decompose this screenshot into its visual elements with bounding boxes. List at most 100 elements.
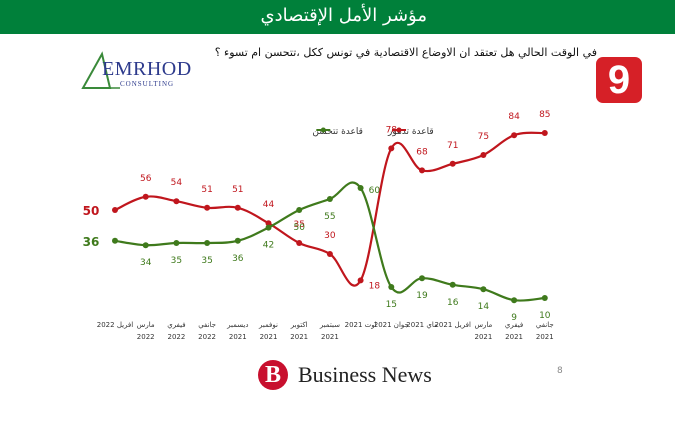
data-label: 55 [324, 212, 335, 222]
business-news-mark: B [258, 360, 288, 390]
series-2-point-6 [265, 224, 272, 231]
series-1-point-13 [480, 152, 487, 158]
x-tick-label: 2021 [260, 333, 278, 341]
x-tick-label: نوفمبر [258, 321, 278, 329]
series-1-point-12 [449, 160, 456, 167]
business-news-logo: B Business News [258, 360, 458, 390]
legend-swatch-dot [320, 127, 326, 133]
page-title: مؤشر الأمل الإقتصادي [260, 5, 427, 26]
series-2-point-14 [511, 297, 518, 304]
header-bar: مؤشر الأمل الإقتصادي [0, 0, 675, 34]
data-label: 68 [416, 147, 428, 157]
data-label: 42 [263, 241, 274, 251]
x-tick-label: اوت 2021 [345, 321, 377, 329]
series-1-point-4 [204, 204, 211, 211]
series-2-point-12 [449, 281, 456, 288]
x-tick-label: 2021 [229, 333, 247, 341]
page-number: 8 [557, 366, 563, 376]
business-news-mark-letter: B [264, 362, 281, 388]
emrhod-logo-sub: CONSULTING [120, 80, 175, 88]
series-2-point-1 [112, 237, 118, 244]
data-label: 50 [83, 204, 100, 218]
x-tick-label: اكتوبر [290, 321, 308, 329]
data-label: 14 [478, 302, 490, 312]
series-2-point-9 [357, 185, 364, 191]
series-2-point-7 [296, 207, 303, 213]
x-tick-label: 2021 [536, 333, 554, 341]
survey-question: في الوقت الحالي هل تعتقد ان الاوضاع الاق… [214, 46, 597, 59]
emrhod-logo-word: EMRHOD [102, 58, 192, 80]
data-label: 44 [263, 200, 275, 210]
series-2-point-13 [480, 286, 487, 293]
business-news-wordmark: Business News [298, 362, 432, 387]
data-label: 75 [478, 132, 489, 142]
x-tick-label: 2022 [167, 333, 185, 341]
data-label: 78 [386, 125, 398, 135]
data-label: 35 [201, 256, 212, 266]
x-tick-label: جوان 2021 [374, 321, 409, 329]
series-1-point-8 [326, 251, 333, 257]
data-label: 35 [293, 220, 304, 230]
x-tick-label: افريل 2022 [97, 321, 134, 329]
data-label: 16 [447, 298, 459, 308]
data-label: 10 [539, 311, 551, 321]
series-1-point-6 [265, 220, 272, 227]
series-2-point-5 [234, 237, 241, 244]
x-tick-label: 2021 [290, 333, 308, 341]
x-tick-label: ماي 2021 [406, 321, 438, 329]
series-line-1 [114, 131, 545, 287]
series-1-point-5 [234, 204, 241, 211]
data-label: 54 [171, 178, 183, 188]
series-2-point-4 [204, 240, 211, 246]
series-2-point-8 [326, 196, 333, 202]
series-2-point-3 [173, 240, 180, 246]
series-2-point-11 [419, 275, 425, 282]
x-tick-label: 2022 [198, 333, 216, 341]
x-tick-label: مارس [474, 321, 492, 329]
x-tick-label: 2021 [321, 333, 339, 341]
data-label: 36 [83, 235, 100, 249]
x-tick-label: فيفري [167, 321, 185, 329]
legend-label: قاعدة تدهور [387, 127, 434, 137]
channel-9-logo: 9 [596, 57, 642, 103]
x-tick-label: افريل 2021 [434, 321, 471, 329]
x-tick-label: 2021 [474, 333, 492, 341]
data-label: 15 [386, 300, 397, 310]
data-label: 18 [369, 281, 381, 291]
series-1-point-7 [296, 240, 303, 246]
data-label: 36 [232, 254, 244, 264]
emrhod-emblem-icon [81, 51, 120, 89]
data-label: 56 [140, 174, 152, 184]
x-tick-label: سبتمبر [319, 321, 340, 329]
emrhod-logo: EMRHOD CONSULTING [80, 48, 192, 94]
legend-swatch-dot [396, 127, 402, 133]
series-1-point-2 [142, 193, 149, 200]
x-tick-label: مارس [137, 321, 155, 329]
data-label: 84 [508, 112, 520, 122]
data-label: 60 [369, 186, 381, 196]
series-2-point-2 [142, 242, 149, 249]
data-label: 19 [416, 291, 428, 301]
series-1-point-10 [388, 145, 395, 152]
series-1-point-15 [541, 130, 548, 136]
x-tick-label: ديسمبر [226, 321, 248, 329]
data-label: 9 [511, 313, 517, 323]
data-label: 51 [232, 185, 243, 195]
series-1-point-14 [511, 132, 518, 139]
x-tick-label: 2022 [137, 333, 155, 341]
series-2-point-15 [541, 295, 548, 301]
data-label: 51 [201, 185, 212, 195]
series-2-point-10 [388, 284, 395, 290]
legend-label: قاعدة تتحسن [312, 127, 363, 137]
x-tick-label: فيفري [505, 321, 523, 329]
data-label: 34 [140, 258, 152, 268]
series-1-point-11 [419, 167, 425, 174]
x-tick-label: جانفي [198, 321, 216, 329]
series-1-point-3 [173, 198, 180, 205]
data-label: 35 [171, 256, 182, 266]
series-1-point-1 [112, 207, 118, 213]
data-label: 71 [447, 141, 458, 151]
data-label: 85 [539, 110, 550, 120]
series-1-point-9 [357, 277, 364, 284]
